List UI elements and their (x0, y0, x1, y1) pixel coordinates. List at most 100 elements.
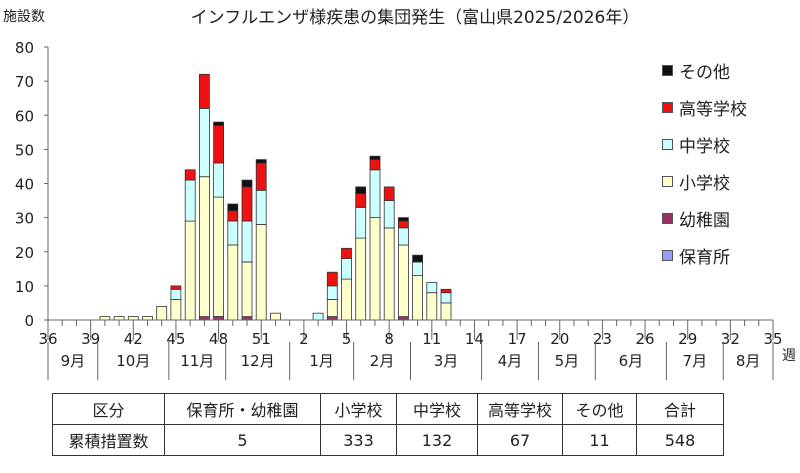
summary-cell: 11 (562, 424, 637, 456)
summary-header-cell: 中学校 (396, 393, 478, 425)
month-label: 9月 (61, 352, 86, 370)
bar-segment (369, 159, 381, 171)
bar-segment (355, 186, 367, 195)
bar-segment (227, 220, 239, 246)
legend-swatch (662, 213, 673, 224)
bar-segment (142, 316, 153, 321)
bar-segment (170, 288, 182, 300)
bar-segment (312, 312, 324, 321)
bar-segment (355, 206, 367, 239)
bar-segment (184, 179, 196, 222)
chart-canvas: インフルエンザ様疾患の集団発生（富山県2025/2026年） 施設数 週 0 10… (3, 8, 796, 380)
bar-segment (198, 108, 210, 178)
x-tick-label: 35 (763, 330, 782, 348)
x-tick-label: 42 (124, 330, 143, 348)
bar-segment (156, 305, 168, 321)
x-tick-label: 20 (550, 330, 569, 348)
legend-swatch (662, 250, 673, 261)
bar-segment (241, 261, 253, 317)
x-tick-label: 48 (209, 330, 228, 348)
bar-segment (426, 292, 438, 321)
y-tick-label: 40 (15, 176, 34, 194)
bar-segment (213, 316, 225, 321)
summary-header-cell: 保育所・幼稚園 (164, 393, 321, 425)
x-tick-label: 36 (38, 330, 57, 348)
bar-segment (383, 227, 395, 321)
bar-segment (326, 299, 338, 318)
summary-cell: 548 (636, 424, 724, 456)
bar-segment (397, 217, 409, 222)
bar-segment (241, 316, 253, 321)
bar-segment (426, 282, 438, 294)
month-label: 12月 (241, 352, 275, 370)
legend-label: 小学校 (679, 174, 730, 194)
summary-header-cell: 合計 (636, 393, 724, 425)
month-label: 6月 (619, 352, 644, 370)
legend-label: 保育所 (679, 248, 730, 268)
summary-header-cell: その他 (562, 393, 637, 425)
bar-segment (397, 227, 409, 246)
y-tick-label: 70 (15, 73, 34, 91)
legend-label: 高等学校 (679, 100, 747, 120)
bar-segment (440, 292, 452, 304)
bar-segment (255, 223, 267, 321)
bar-segment (113, 316, 125, 321)
bar-segment (341, 278, 352, 321)
legend-swatch (662, 65, 673, 76)
bar-segment (255, 162, 267, 191)
bar-segment (383, 200, 395, 229)
y-tick-label: 60 (15, 107, 34, 125)
bar-segment (397, 220, 409, 229)
bar-segment (355, 237, 367, 321)
legend-label: 中学校 (679, 137, 730, 157)
month-label: 10月 (116, 352, 150, 370)
summary-header-cell: 小学校 (320, 393, 397, 425)
bar-segment (198, 73, 210, 109)
bar-segment (270, 312, 281, 321)
y-axis-label: 施設数 (3, 9, 45, 25)
month-label: 2月 (370, 352, 395, 370)
bar-segment (383, 186, 395, 201)
bar-segment (326, 271, 338, 287)
bar-segment (241, 179, 253, 188)
y-tick-label: 20 (15, 244, 34, 262)
bar-segment (241, 220, 253, 263)
x-tick-label: 17 (508, 330, 527, 348)
x-tick-label: 23 (593, 330, 612, 348)
month-label: 3月 (434, 352, 459, 370)
bar-segment (369, 155, 381, 160)
bar-segment (412, 261, 424, 277)
legend-item-high-school: 高等学校 (662, 89, 747, 126)
bar-segment (440, 288, 452, 294)
bar-segment (341, 247, 352, 259)
summary-cell: 累積措置数 (52, 424, 165, 456)
month-label: 8月 (736, 352, 761, 370)
bars (99, 73, 452, 321)
legend-item-junior-high: 中学校 (662, 126, 747, 163)
summary-cell: 67 (477, 424, 563, 456)
y-tick-label: 80 (15, 39, 34, 57)
month-label: 1月 (309, 352, 334, 370)
legend-swatch (662, 139, 673, 150)
x-tick-label: 26 (636, 330, 655, 348)
bar-segment (127, 316, 139, 321)
bar-segment (227, 244, 239, 321)
summary-data-row: 累積措置数 5 333 132 67 11 548 (52, 424, 724, 456)
summary-cell: 333 (320, 424, 397, 456)
legend-item-kindergarten: 幼稚園 (662, 200, 747, 237)
bar-segment (227, 203, 239, 212)
legend-swatch (662, 102, 673, 113)
bar-segment (440, 302, 452, 321)
month-label: 7月 (683, 352, 708, 370)
x-axis: 36 39 42 45 48 51 2 5 8 11 14 17 20 23 26 29 32 35 (38, 319, 783, 348)
bar-segment (184, 220, 196, 321)
legend-item-elementary: 小学校 (662, 163, 747, 200)
summary-header-cell: 区分 (52, 393, 165, 425)
bar-segment (184, 169, 196, 181)
legend-label: 幼稚園 (679, 211, 730, 231)
x-tick-label: 14 (465, 330, 484, 348)
summary-header-cell: 高等学校 (477, 393, 563, 425)
x-tick-label: 51 (252, 330, 271, 348)
x-tick-label: 5 (342, 330, 352, 348)
bar-segment (198, 176, 210, 317)
